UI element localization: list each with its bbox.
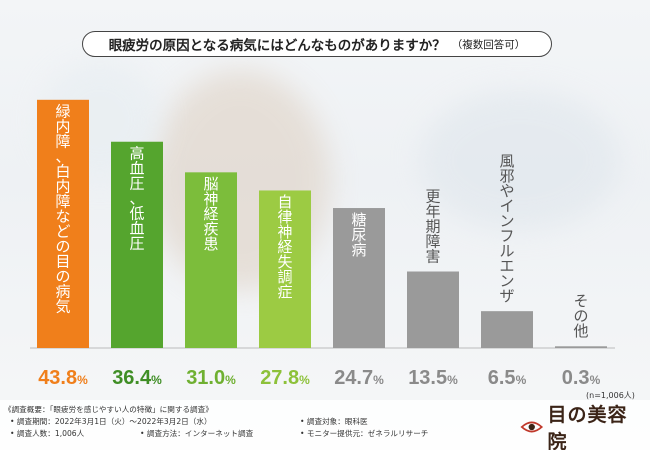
bar [37,99,89,348]
survey-monitor: • モニター提供元：ゼネラルリサーチ [300,429,429,438]
category-label: 風邪やインフルエンザ [499,152,514,305]
survey-footer: 《調査概要：「眼疲労を感じやすい人の特徴」に関する調査》 • 調査期間：2022… [0,400,650,450]
value-label: 27.8% [260,367,310,389]
value-label: 36.4% [112,367,162,389]
chart-subtitle: （複数回答可） [451,38,526,51]
category-label: 高血圧、低血圧 [129,144,144,252]
bar [259,190,311,348]
bar [333,208,385,348]
eye-logo-icon [520,421,544,433]
chart-title: 眼疲労の原因となる病気にはどんなものがありますか？ [108,38,446,54]
bar [555,346,607,348]
category-label: その他 [573,292,588,340]
survey-period: • 調査期間：2022年3月1日（火）〜2022年3月2日（水） [10,417,212,426]
background-photo-blob [420,90,620,230]
category-label: 更年期障害 [425,187,440,265]
survey-respondents: • 調査人数：1,006人 [10,429,85,438]
survey-target: • 調査対象：眼科医 [300,417,368,426]
category-label: 自律神経失調症 [277,193,292,301]
value-label: 13.5% [408,367,458,389]
category-label: 脳神経疾患 [203,175,218,253]
survey-method: • 調査方法：インターネット調査 [140,429,254,438]
value-label: 43.8% [38,367,88,389]
brand-logo: 目の美容院 [520,404,638,450]
bar [407,271,459,348]
logo-text: 目の美容院 [547,404,628,450]
category-label: 緑内障、白内障などの目の病気 [55,103,70,316]
category-label: 糖尿病 [351,211,366,259]
sample-size-note: (n=1,006人) [586,391,635,400]
value-label: 24.7% [334,367,384,389]
bar [111,141,163,348]
bar [185,172,237,348]
survey-overview: 《調査概要：「眼疲労を感じやすい人の特徴」に関する調査》 [4,405,213,414]
value-label: 31.0% [186,367,236,389]
bar [481,311,533,348]
value-label: 6.5% [488,367,527,389]
chart-title-box: 眼疲労の原因となる病気にはどんなものがありますか？ （複数回答可） [82,31,552,57]
value-label: 0.3% [562,367,601,389]
